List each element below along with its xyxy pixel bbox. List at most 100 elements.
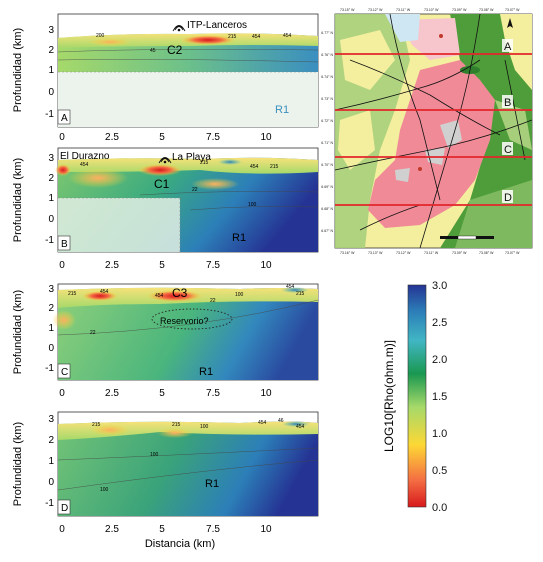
panel-a-site-label: ITP-Lanceros	[187, 20, 247, 31]
contour-label: 215	[92, 422, 101, 428]
panel-c-c3-label: C3	[172, 286, 188, 300]
y-tick: 2	[48, 173, 54, 184]
x-tick: 5	[159, 260, 165, 271]
map-profile-label: D	[504, 192, 512, 204]
contour-label: 200	[96, 33, 105, 39]
map-coord: 73.08° W	[479, 251, 494, 255]
contour-label: 215	[228, 34, 237, 40]
y-tick: 2	[48, 45, 54, 56]
panel-d-y-label: Profundidad (km)	[12, 422, 24, 506]
panel-c-letter: C	[61, 367, 68, 378]
y-tick: -1	[45, 235, 54, 246]
panel-b-site1-label: El Durazno	[60, 151, 110, 162]
panel-a: 200 215 454 454 45 C2 R1 ITP-Lanceros A	[57, 13, 319, 128]
map-coord: 6.73° N	[321, 97, 333, 101]
colorbar: 3.0 2.5 2.0 1.5 1.0 0.5 0.0 LOG10[Rho(oh…	[382, 280, 447, 514]
colorbar-tick: 1.0	[432, 428, 447, 440]
colorbar-tick: 2.5	[432, 317, 447, 329]
y-tick: 0	[48, 343, 54, 354]
panel-c-r1-label: R1	[199, 366, 213, 378]
map-coord: 6.74° N	[321, 75, 333, 79]
x-tick: 0	[59, 388, 65, 399]
panel-a-y-axis: 3 2 1 0 -1	[45, 25, 54, 120]
contour-label: 454	[155, 293, 164, 299]
panel-b: 454 215 454 215 22 100 C1 R1 El Durazno …	[55, 147, 319, 253]
reservoir-outline	[151, 308, 233, 330]
x-tick: 2.5	[105, 132, 119, 143]
map-coord: 6.68° N	[321, 207, 333, 211]
panel-b-x-axis: 0 2.5 5 7.5 10	[59, 260, 272, 271]
contour-label: 215	[200, 160, 209, 166]
x-tick: 0	[59, 260, 65, 271]
contour-label: 454	[100, 289, 109, 295]
panel-c: 215 454 454 22 100 22 454 215 C3 Reservo…	[52, 283, 319, 381]
panel-d: 215 215 100 454 46 454 100 100 R1 D	[57, 411, 319, 517]
map-coord: 73.12° W	[396, 251, 411, 255]
map-coord: 73.13° W	[368, 251, 383, 255]
contour-label: 454	[80, 162, 89, 168]
colorbar-tick: 1.5	[432, 391, 447, 403]
panel-a-masked-region	[58, 72, 318, 127]
panel-b-y-label: Profundidad (km)	[12, 158, 24, 242]
contour-label: 46	[278, 418, 284, 424]
contour-label: 454	[258, 420, 267, 426]
contour-label: 454	[250, 164, 259, 170]
panel-b-masked-region	[58, 198, 180, 252]
y-tick: 3	[48, 153, 54, 164]
contour-label: 100	[200, 424, 209, 430]
panel-c-section	[58, 287, 318, 380]
x-tick: 2.5	[105, 260, 119, 271]
panel-b-letter: B	[61, 239, 68, 250]
x-tick: 10	[260, 132, 272, 143]
map-coord: 73.11° W	[396, 8, 411, 12]
x-tick: 0	[59, 524, 65, 535]
map-coord: 73.09° W	[452, 8, 467, 12]
y-tick: 1	[48, 456, 54, 467]
station-icon	[158, 157, 172, 164]
map-coord: 73.09° W	[452, 251, 467, 255]
contour-label: 215	[270, 164, 279, 170]
y-tick: 1	[48, 65, 54, 76]
y-tick: 3	[48, 414, 54, 425]
panel-b-site2-label: La Playa	[172, 152, 211, 163]
panel-d-section	[58, 421, 318, 516]
panel-b-c1-label: C1	[154, 177, 170, 191]
panel-a-y-label: Profundidad (km)	[12, 28, 24, 112]
map-coord: 6.77° N	[321, 31, 333, 35]
map-coord: 73.07° W	[505, 8, 520, 12]
x-tick: 7.5	[206, 388, 220, 399]
contour-label: 454	[296, 424, 305, 430]
contour-label: 215	[172, 422, 181, 428]
map-profile-label: C	[504, 144, 512, 156]
contour-label: 100	[235, 292, 244, 298]
panel-d-letter: D	[61, 503, 68, 514]
map-coord: 73.10° W	[424, 8, 439, 12]
contour-label: 454	[286, 284, 295, 290]
map-coord: 6.69° N	[321, 185, 333, 189]
panel-d-x-axis: 0 2.5 5 7.5 10	[59, 524, 272, 535]
x-tick: 7.5	[206, 524, 220, 535]
panel-c-y-axis: 3 2 1 0 -1	[45, 284, 54, 374]
y-tick: 3	[48, 284, 54, 295]
y-tick: -1	[45, 109, 54, 120]
map-coord: 6.67° N	[321, 229, 333, 233]
contour-label: 100	[100, 487, 109, 493]
colorbar-tick: 0.0	[432, 502, 447, 514]
contour-label: 45	[150, 48, 156, 54]
y-tick: 1	[48, 323, 54, 334]
map-profile-label: A	[504, 41, 512, 53]
station-icon	[172, 25, 186, 32]
contour-label: 100	[150, 452, 159, 458]
north-arrow-icon	[507, 18, 513, 28]
x-axis-label: Distancia (km)	[145, 538, 215, 550]
contour-label: 22	[90, 330, 96, 336]
x-tick: 10	[260, 524, 272, 535]
map-coord: 73.15° W	[340, 8, 355, 12]
geologic-map: 73.15° W 73.12° W 73.11° W 73.10° W 73.0…	[321, 8, 533, 255]
y-tick: 1	[48, 193, 54, 204]
panel-a-x-axis: 0 2.5 5 7.5 10	[59, 132, 272, 143]
panel-a-r1-label: R1	[275, 104, 289, 116]
contour-label: 22	[210, 298, 216, 304]
x-tick: 7.5	[206, 260, 220, 271]
